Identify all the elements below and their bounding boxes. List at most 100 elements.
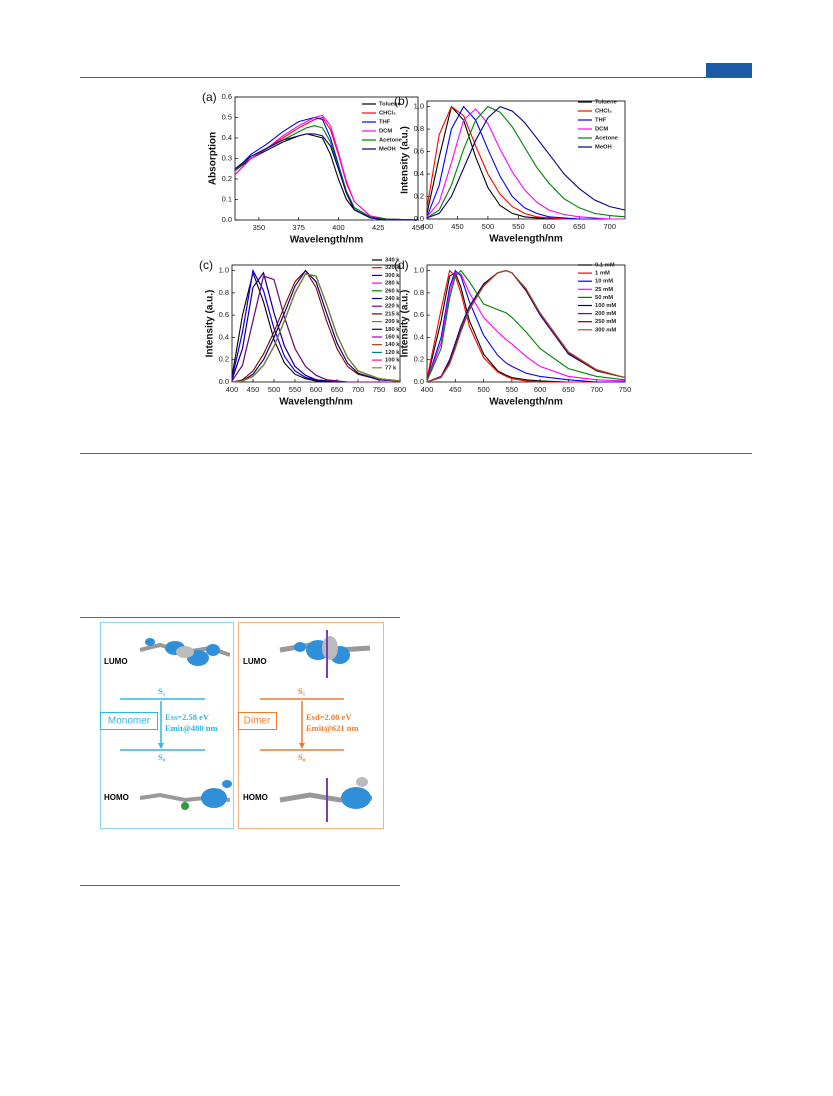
- legend-label: 260 k: [385, 288, 400, 294]
- legend-label: 320 k: [385, 265, 400, 271]
- legend-label: 340 k: [385, 258, 400, 264]
- y-axis-title: Absorption: [208, 132, 219, 185]
- x-tick-label: 750: [373, 385, 386, 394]
- dimer-label: Dimer: [244, 716, 271, 727]
- monomer-energy: Ess=2.58 eV: [165, 712, 210, 722]
- y-tick-label: 0.2: [219, 355, 229, 364]
- dimer-arrowhead: [299, 743, 305, 749]
- legend-label: 300 mM: [595, 327, 616, 333]
- monomer-s1: S₁: [158, 686, 166, 696]
- x-tick-label: 600: [543, 222, 556, 231]
- y-tick-label: 0.6: [219, 310, 229, 319]
- y-tick-label: 0.0: [219, 377, 229, 386]
- x-axis-title: Wavelength/nm: [279, 397, 353, 408]
- monomer-homo-label: HOMO: [104, 793, 129, 802]
- legend-label: Acetone: [379, 138, 403, 144]
- x-tick-label: 550: [289, 385, 302, 394]
- legend-label: DCM: [595, 127, 608, 133]
- legend-label: 120 k: [385, 350, 400, 356]
- y-tick-label: 0.1: [222, 194, 232, 203]
- dimer-s0: S₀: [298, 752, 306, 762]
- x-tick-label: 650: [562, 385, 575, 394]
- legend-label: 0.1 mM: [595, 263, 615, 269]
- legend-label: 160 k: [385, 335, 400, 341]
- x-axis-title: Wavelength/nm: [290, 235, 364, 246]
- series-line: [231, 273, 401, 383]
- legend-label: THF: [379, 120, 391, 126]
- series-line: [426, 105, 626, 219]
- y-axis-title: Intensity (a.u.): [400, 290, 411, 358]
- series-line: [426, 269, 626, 382]
- series-line: [231, 273, 401, 383]
- series-line: [426, 108, 625, 220]
- dimer-s1: S₁: [298, 686, 306, 696]
- monomer-label: Monomer: [108, 716, 151, 727]
- series-line: [231, 269, 401, 383]
- legend-label: 200 mM: [595, 311, 616, 317]
- monomer-arrowhead: [158, 743, 164, 749]
- dimer-homo-image: [279, 777, 373, 822]
- x-tick-label: 550: [506, 385, 519, 394]
- series-line: [426, 105, 626, 219]
- x-tick-label: 350: [253, 223, 266, 232]
- series-line: [426, 270, 626, 383]
- y-tick-label: 0.6: [222, 92, 232, 101]
- legend-label: 300 k: [385, 273, 400, 279]
- legend-label: 50 mM: [595, 295, 613, 301]
- x-tick-label: 400: [421, 385, 434, 394]
- x-tick-label: 600: [310, 385, 323, 394]
- monomer-tag: [100, 712, 158, 730]
- legend-label: 10 mM: [595, 279, 613, 285]
- y-tick-label: 1.0: [414, 102, 424, 111]
- panel-label: (a): [202, 90, 217, 104]
- x-tick-label: 550: [512, 222, 525, 231]
- panel-label: (c): [199, 258, 213, 272]
- monomer-lumo-image: [139, 638, 231, 666]
- legend-label: DCM: [379, 129, 392, 135]
- y-tick-label: 0.3: [222, 153, 232, 162]
- header-badge: [706, 63, 752, 77]
- x-tick-label: 500: [268, 385, 281, 394]
- dimer-lumo-image: [279, 630, 371, 678]
- legend-label: 25 mM: [595, 287, 613, 293]
- series-line: [231, 273, 401, 383]
- dimer-lumo-label: LUMO: [243, 657, 267, 666]
- x-tick-label: 700: [352, 385, 365, 394]
- y-tick-label: 0.8: [414, 288, 424, 297]
- y-axis-title: Intensity (a.u.): [400, 126, 411, 194]
- y-tick-label: 0.4: [219, 332, 229, 341]
- plot-frame: [426, 264, 626, 383]
- legend-label: CHCl₃: [379, 111, 396, 117]
- series-line: [231, 270, 400, 383]
- y-tick-label: 0.0: [222, 215, 232, 224]
- series-line: [426, 269, 625, 383]
- series-line: [231, 271, 400, 383]
- dimer-homo-label: HOMO: [243, 793, 268, 802]
- monomer-homo-image: [139, 780, 232, 810]
- x-tick-label: 750: [619, 385, 632, 394]
- y-tick-label: 1.0: [219, 266, 229, 275]
- x-axis-title: Wavelength/nm: [489, 234, 563, 245]
- legend-label: Acetone: [595, 136, 619, 142]
- monomer-s0: S₀: [158, 752, 166, 762]
- x-tick-label: 450: [247, 385, 260, 394]
- series-line: [231, 275, 400, 383]
- legend-label: 215 k: [385, 311, 400, 317]
- legend-label: 140 k: [385, 342, 400, 348]
- x-tick-label: 650: [573, 222, 586, 231]
- y-tick-label: 0.8: [219, 288, 229, 297]
- legend-label: THF: [595, 118, 607, 124]
- legend-label: CHCl₃: [595, 109, 612, 115]
- series-line: [426, 105, 625, 220]
- y-tick-label: 0.0: [414, 377, 424, 386]
- legend-label: 1 mM: [595, 271, 610, 277]
- legend-label: 180 k: [385, 327, 400, 333]
- x-tick-label: 650: [331, 385, 344, 394]
- y-tick-label: 0.4: [222, 133, 232, 142]
- x-tick-label: 500: [482, 222, 495, 231]
- series-line: [231, 271, 400, 383]
- x-tick-label: 450: [412, 223, 425, 232]
- energy-diagram: LUMO HOMO LUMO HOMO S₁ S₀ Monomer Ess=2.…: [100, 622, 384, 829]
- x-tick-label: 700: [590, 385, 603, 394]
- dimer-tag: [238, 712, 277, 730]
